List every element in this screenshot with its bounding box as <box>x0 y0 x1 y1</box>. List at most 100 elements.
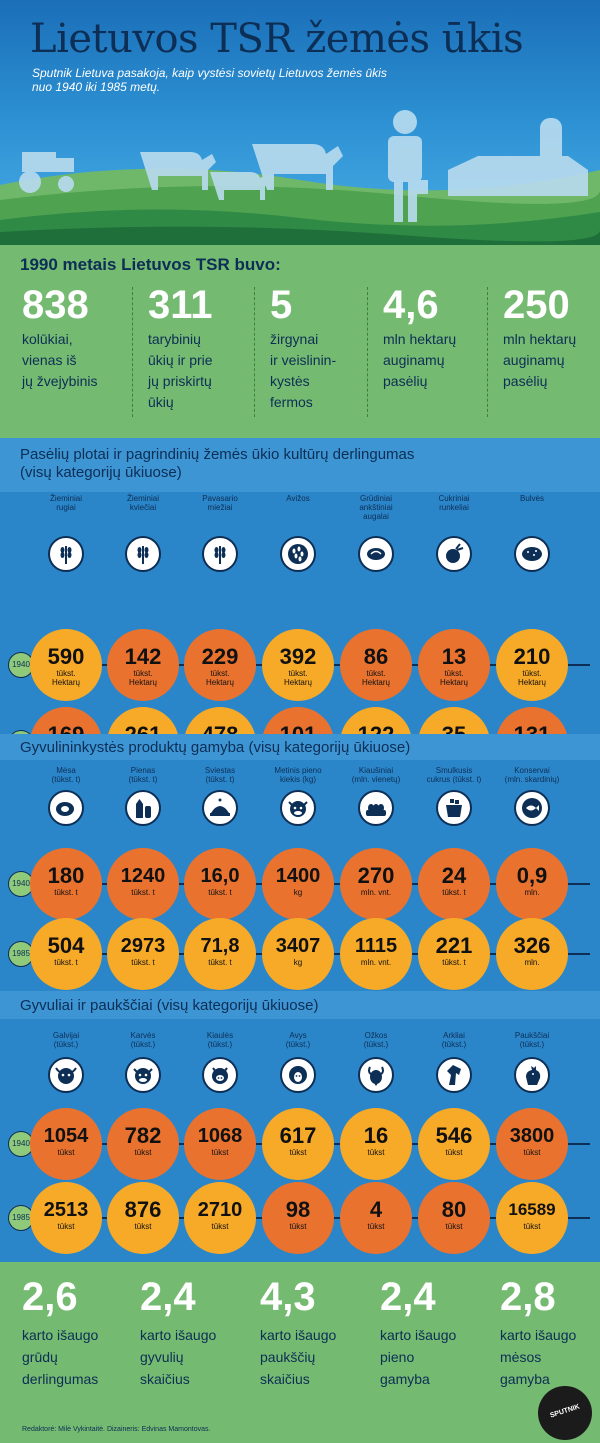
page-subtitle: Sputnik Lietuva pasakoja, kaip vystėsi s… <box>32 66 387 94</box>
farm-scene-illustration <box>0 110 600 245</box>
value-circle-1985: 16589 tūkst <box>496 1182 568 1254</box>
value-number: 3407 <box>275 935 321 957</box>
value-unit: tūkst. t <box>131 958 155 967</box>
value-unit: mln. vnt. <box>360 888 392 897</box>
stat-description: žirgynai ir veislinin-kystės fermos <box>270 331 337 410</box>
value-number: 3800 <box>509 1125 555 1147</box>
value-unit: tūkst <box>445 1222 463 1231</box>
stat-item: 5 žirgynai ir veislinin-kystės fermos <box>270 283 380 413</box>
stat-item: 250 mln hektarų auginamų pasėlių <box>503 283 600 392</box>
value-unit: tūkst <box>445 1148 463 1157</box>
growth-item: 2,6 karto išaugo grūdų derlingumas <box>22 1274 132 1390</box>
value-circle-1940: 13 tūkst. Hektarų <box>418 629 490 701</box>
value-unit: mln. vnt. <box>360 958 392 967</box>
section-header: Gyvulininkystės produktų gamyba (visų ka… <box>0 734 600 760</box>
year-badge-1985: 1985 <box>8 1205 34 1231</box>
metric-column: Kiaulės (tūkst.) 1068 tūkst 2710 tūkst <box>180 1019 260 1262</box>
metric-label: Konservai (mln. skardinių) <box>504 766 560 784</box>
page-title: Lietuvos TSR žemės ūkis <box>30 16 524 62</box>
value-circle-1940: 0,9 mln. <box>496 848 568 920</box>
value-unit: tūkst. t <box>208 958 232 967</box>
value-number: 2710 <box>197 1199 243 1221</box>
value-number: 13 <box>441 644 467 669</box>
wheat-icon <box>48 536 84 572</box>
metric-column: Galvijai (tūkst.) 1054 tūkst 2513 tūkst <box>26 1019 106 1262</box>
year-badge-1940: 1940 <box>8 1131 34 1157</box>
metric-column: Arkliai (tūkst.) 546 tūkst 80 tūkst <box>414 1019 494 1262</box>
value-circle-1985: 221 tūkst. t <box>418 918 490 990</box>
metric-column: Metinis pieno kiekis (kg) 1400 kg 3407 kg <box>258 760 338 991</box>
growth-value: 2,6 <box>22 1275 78 1319</box>
stat-divider <box>487 287 488 417</box>
growth-value: 2,4 <box>140 1275 196 1319</box>
value-circle-1940: 16 tūkst <box>340 1108 412 1180</box>
value-circle-1940: 1400 kg <box>262 848 334 920</box>
stat-divider <box>254 287 255 417</box>
metric-column: Ožkos (tūkst.) 16 tūkst 4 tūkst <box>336 1019 416 1262</box>
growth-item: 2,4 karto išaugo gyvulių skaičius <box>140 1274 250 1390</box>
growth-description: karto išaugo gyvulių skaičius <box>140 1327 217 1387</box>
metric-column: Konservai (mln. skardinių) 0,9 mln. 326 mln. <box>492 760 572 991</box>
sheep-icon <box>280 1057 316 1093</box>
metric-label: Cukriniai runkeliai <box>438 494 470 512</box>
value-unit: tūkst.Hektarų <box>361 669 390 687</box>
metric-column: Kiaušiniai (mln. vienetų) 270 mln. vnt. 1115… <box>336 760 416 991</box>
fish-can-icon <box>514 790 550 826</box>
growth-description: karto išaugo grūdų derlingumas <box>22 1327 99 1387</box>
value-number: 1115 <box>354 935 398 957</box>
value-number: 180 <box>47 863 85 888</box>
value-unit: tūkst. t <box>442 958 466 967</box>
metric-label: Pienas (tūkst. t) <box>128 766 158 784</box>
value-circle-1940: 1054 tūkst <box>30 1108 102 1180</box>
metric-label: Žieminiai kviečiai <box>126 494 159 512</box>
metric-label: Avižos <box>286 494 310 503</box>
section-products: Gyvulininkystės produktų gamyba (visų ka… <box>0 734 600 991</box>
value-circle-1940: 3800 tūkst <box>496 1108 568 1180</box>
metric-label: Galvijai (tūkst.) <box>52 1031 80 1049</box>
value-circle-1940: 180 tūkst. t <box>30 848 102 920</box>
value-circle-1940: 392 tūkst. Hektarų <box>262 629 334 701</box>
stat-value: 4,6 <box>383 283 439 327</box>
value-circle-1985: 2973 tūkst. t <box>107 918 179 990</box>
stat-description: mln hektarų auginamų pasėlių <box>503 331 577 389</box>
section-body: 1940 1985 Galvijai (tūkst.) 1054 tūkst 2513 tūk… <box>0 1019 600 1262</box>
metric-label: Karvės (tūkst.) <box>130 1031 156 1049</box>
value-number: 0,9 <box>516 863 548 888</box>
metric-label: Pavasario miežiai <box>202 494 238 512</box>
metric-column: Smulkusis cukrus (tūkst. t) 24 tūkst. t 221 t… <box>414 760 494 991</box>
section-header: Gyvuliai ir paukščiai (visų kategorijų ū… <box>0 991 600 1019</box>
cow-icon <box>125 1057 161 1093</box>
section-title: Pasėlių plotai ir pagrindinių žemės ūkio… <box>20 446 415 463</box>
metric-label: Smulkusis cukrus (tūkst. t) <box>426 766 482 784</box>
butter-icon <box>202 790 238 826</box>
credits: Redaktorė: Milė Vykintaitė. Dizaineris: … <box>22 1426 211 1433</box>
value-circle-1985: 98 tūkst <box>262 1182 334 1254</box>
metric-column: Pavasariomiežiai229tūkst.Hektarų478tūkst… <box>180 492 260 779</box>
value-unit: tūkst <box>523 1148 541 1157</box>
value-unit: tūkst <box>134 1222 152 1231</box>
metric-label: Mėsa (tūkst. t) <box>51 766 81 784</box>
stat-item: 838 kolūkiai, vienas iš jų žvejybinis <box>22 283 132 392</box>
value-unit: tūkst <box>289 1222 307 1231</box>
stat-divider <box>132 287 133 417</box>
stat-description: kolūkiai, vienas iš jų žvejybinis <box>22 331 98 389</box>
value-circle-1940: 590 tūkst. Hektarų <box>30 629 102 701</box>
value-number: 221 <box>435 933 473 958</box>
value-number: 392 <box>279 644 317 669</box>
growth-description: karto išaugo mėsos gamyba <box>500 1327 577 1387</box>
stat-value: 838 <box>22 283 89 327</box>
value-unit: tūkst. t <box>54 958 78 967</box>
year-badge-1985: 1985 <box>8 941 34 967</box>
value-number: 71,8 <box>200 935 240 957</box>
value-circle-1940: 86 tūkst. Hektarų <box>340 629 412 701</box>
value-circle-1940: 1068 tūkst <box>184 1108 256 1180</box>
value-circle-1940: 210 tūkst. Hektarų <box>496 629 568 701</box>
summary-growth: Redaktorė: Milė Vykintaitė. Dizaineris: … <box>0 1262 600 1443</box>
metric-label: Avys (tūkst.) <box>285 1031 311 1049</box>
section-title: Gyvuliai ir paukščiai (visų kategorijų ū… <box>20 997 319 1014</box>
value-circle-1985: 504 tūkst. t <box>30 918 102 990</box>
year-badge-1940: 1940 <box>8 871 34 897</box>
value-number: 24 <box>441 863 467 888</box>
value-unit: kg <box>293 958 303 967</box>
